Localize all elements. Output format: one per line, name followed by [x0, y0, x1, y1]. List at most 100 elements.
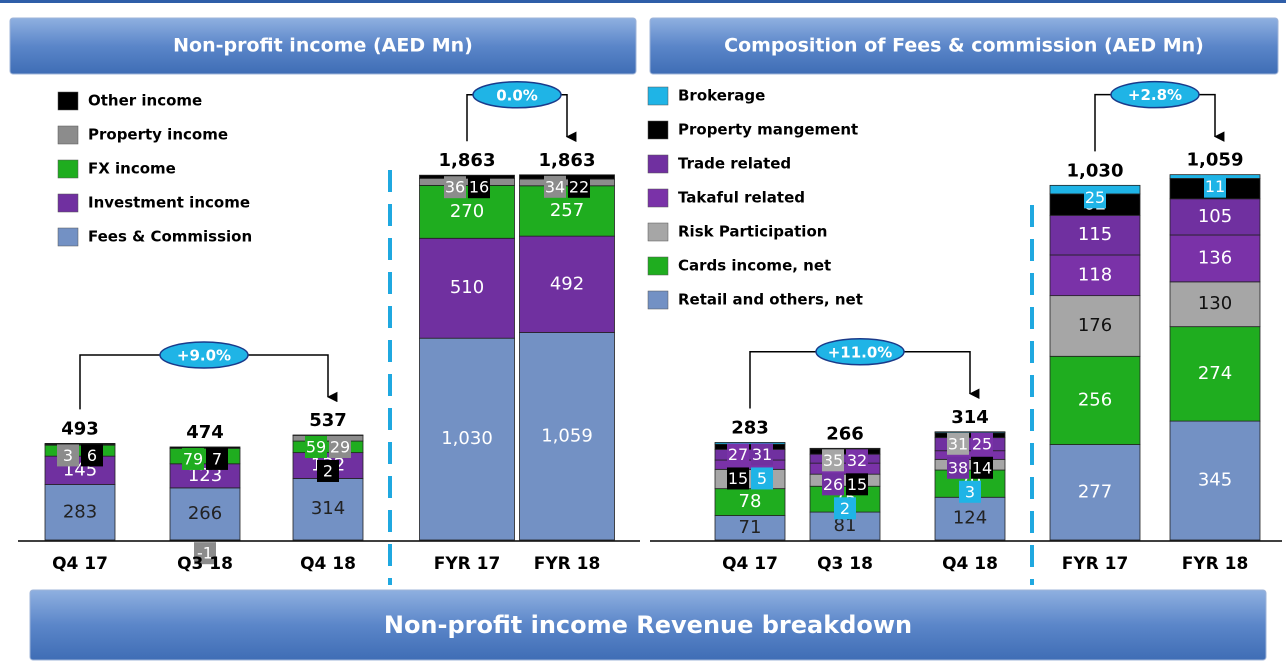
- data-label: 35: [823, 451, 843, 470]
- legend-label: Cards income, net: [678, 257, 831, 275]
- data-label: 257: [550, 200, 584, 221]
- legend-label: Risk Participation: [678, 223, 827, 241]
- data-label: 71: [739, 517, 762, 538]
- data-label: 59: [306, 437, 326, 456]
- data-label: 25: [1085, 188, 1105, 207]
- data-label: 15: [728, 469, 748, 488]
- legend-swatch: [648, 155, 668, 173]
- bar-segment: [715, 444, 785, 449]
- data-label: 34: [545, 177, 565, 196]
- legend-label: Property income: [88, 126, 228, 144]
- total-label: 1,863: [439, 150, 496, 171]
- chart-title: Non-profit income (AED Mn): [173, 35, 473, 57]
- legend-label: FX income: [88, 160, 176, 178]
- bar-segment: [810, 474, 880, 486]
- data-label: 105: [1198, 206, 1232, 227]
- bar-segment: [810, 454, 880, 463]
- footer-title: Non-profit income Revenue breakdown: [384, 611, 912, 639]
- bar-segment: [935, 438, 1005, 451]
- bar-segment: [293, 441, 363, 453]
- bar-segment: [420, 175, 515, 178]
- data-label: 79: [183, 449, 203, 468]
- data-label: 2: [323, 461, 333, 480]
- legend-label: Retail and others, net: [678, 291, 863, 309]
- data-label: 270: [450, 201, 484, 222]
- legend-label: Investment income: [88, 194, 250, 212]
- data-label: 31: [948, 434, 968, 453]
- data-label: 32: [847, 451, 867, 470]
- data-label: 118: [1078, 264, 1112, 285]
- x-tick-label: Q4 18: [300, 554, 356, 574]
- legend-label: Property mangement: [678, 121, 858, 139]
- total-label: 493: [61, 418, 99, 439]
- data-label: 283: [63, 501, 97, 522]
- x-tick-label: Q4 17: [722, 554, 778, 574]
- bar-segment: [420, 178, 515, 185]
- legend-swatch: [58, 194, 78, 212]
- data-label: 7: [212, 449, 222, 468]
- legend-swatch: [648, 121, 668, 139]
- legend-swatch: [58, 228, 78, 246]
- data-label: 29: [330, 437, 350, 456]
- total-label: 474: [186, 422, 224, 443]
- data-label: 2: [840, 499, 850, 518]
- total-label: 1,863: [539, 150, 596, 171]
- legend-swatch: [648, 189, 668, 207]
- bar-segment: [45, 445, 115, 456]
- legend-label: Takaful related: [678, 189, 805, 207]
- growth-label: +9.0%: [177, 346, 231, 364]
- legend-swatch: [58, 92, 78, 110]
- bar-segment: [520, 175, 615, 179]
- bar-segment: [293, 435, 363, 441]
- data-label: 3: [965, 482, 975, 501]
- bar-segment: [935, 451, 1005, 460]
- total-label: 266: [826, 423, 864, 444]
- x-tick-label: Q3 18: [177, 554, 233, 574]
- x-tick-label: FYR 17: [1062, 554, 1129, 574]
- bar-segment: [935, 433, 1005, 438]
- legend-swatch: [648, 87, 668, 105]
- x-tick-label: FYR 17: [434, 554, 501, 574]
- legend-label: Other income: [88, 92, 202, 110]
- data-label: 277: [1078, 481, 1112, 502]
- data-label: 314: [311, 498, 345, 519]
- data-label: 256: [1078, 389, 1112, 410]
- data-label: 36: [445, 178, 465, 197]
- data-label: 6: [87, 446, 97, 465]
- bar-segment: [935, 459, 1005, 470]
- bar-segment: [810, 463, 880, 474]
- data-label: 22: [569, 177, 589, 196]
- bar-segment: [170, 448, 240, 463]
- legend-swatch: [58, 126, 78, 144]
- x-tick-label: Q4 18: [942, 554, 998, 574]
- data-label: 176: [1078, 315, 1112, 336]
- bar-segment: [810, 449, 880, 454]
- total-label: 537: [309, 410, 347, 431]
- x-tick-label: FYR 18: [1182, 554, 1249, 574]
- data-label: 266: [188, 503, 222, 524]
- x-tick-label: Q4 17: [52, 554, 108, 574]
- legend-swatch: [648, 291, 668, 309]
- data-label: 31: [752, 445, 772, 464]
- data-label: 11: [1205, 177, 1225, 196]
- legend-swatch: [648, 223, 668, 241]
- data-label: 26: [823, 475, 843, 494]
- data-label: 15: [847, 475, 867, 494]
- bar-segment: [520, 179, 615, 186]
- data-label: 25: [972, 434, 992, 453]
- total-label: 1,030: [1067, 160, 1124, 181]
- data-label: 345: [1198, 470, 1232, 491]
- data-label: 492: [550, 273, 584, 294]
- x-tick-label: FYR 18: [534, 554, 601, 574]
- bar-segment: [715, 460, 785, 469]
- legend-swatch: [648, 257, 668, 275]
- bar-segment: [715, 449, 785, 460]
- bar-segment: [935, 432, 1005, 433]
- bar-segment: [810, 448, 880, 449]
- data-label: 136: [1198, 247, 1232, 268]
- legend-label: Brokerage: [678, 87, 765, 105]
- data-label: 130: [1198, 293, 1232, 314]
- growth-label: +2.8%: [1128, 86, 1182, 104]
